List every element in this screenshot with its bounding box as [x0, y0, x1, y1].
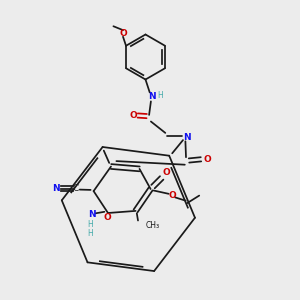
Text: CH₃: CH₃: [146, 221, 160, 230]
Text: N: N: [183, 133, 190, 142]
Text: O: O: [203, 155, 211, 164]
Text: H: H: [88, 229, 94, 238]
Text: O: O: [119, 28, 127, 38]
Text: C: C: [73, 184, 79, 193]
Text: H: H: [88, 220, 94, 229]
Text: N: N: [88, 210, 95, 219]
Text: N: N: [148, 92, 156, 101]
Text: O: O: [163, 168, 170, 177]
Text: O: O: [169, 191, 177, 200]
Text: O: O: [103, 213, 111, 222]
Text: H: H: [157, 92, 163, 100]
Text: N: N: [52, 184, 60, 193]
Text: O: O: [129, 111, 137, 120]
